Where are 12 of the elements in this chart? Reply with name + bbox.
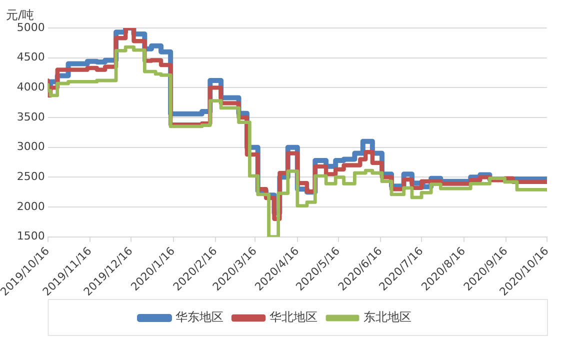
- y-tick-label: 2500: [16, 170, 45, 184]
- y-tick-label: 3500: [16, 110, 45, 124]
- y-tick-label: 2000: [16, 200, 45, 213]
- y-tick-label: 3000: [16, 140, 45, 154]
- y-axis-title: 元/吨: [6, 8, 34, 22]
- y-tick-label: 5000: [16, 20, 45, 34]
- y-tick-label: 4000: [16, 80, 45, 94]
- legend-label: 华北地区: [270, 310, 318, 324]
- legend-label: 华东地区: [176, 310, 224, 324]
- y-tick-label: 4500: [16, 50, 45, 64]
- legend-label: 东北地区: [364, 310, 412, 324]
- y-tick-label: 1500: [16, 230, 45, 243]
